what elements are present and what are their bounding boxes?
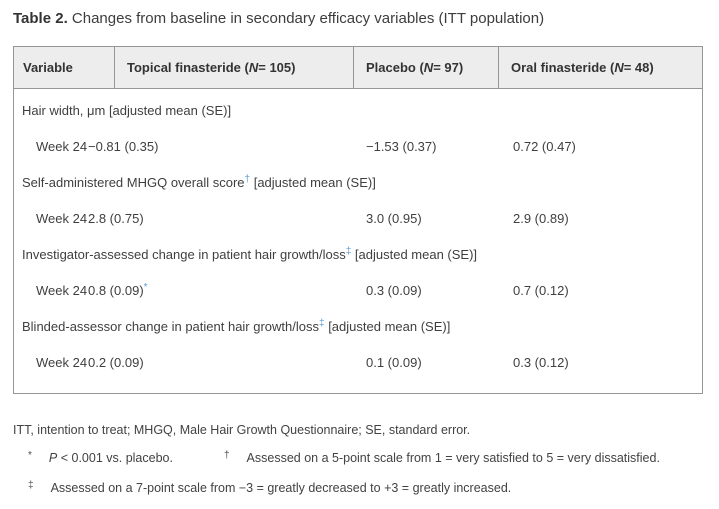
table-footnotes: ITT, intention to treat; MHGQ, Male Hair… xyxy=(13,416,705,504)
section-label-row: Blinded-assessor change in patient hair … xyxy=(14,309,702,345)
table-row: Week 24 0.8 (0.09)* 0.3 (0.09) 0.7 (0.12) xyxy=(14,273,702,309)
section-label-row: Hair width, μm [adjusted mean (SE)] xyxy=(14,93,702,129)
value-cell: 0.3 (0.12) xyxy=(513,355,569,370)
section-label: Blinded-assessor change in patient hair … xyxy=(22,318,451,335)
footnote-marker-link[interactable]: * xyxy=(143,282,148,293)
table-row: Week 24 0.2 (0.09) 0.1 (0.09) 0.3 (0.12) xyxy=(14,345,702,381)
column-header-3: Placebo (N = 97) xyxy=(353,47,498,88)
value-cell: 2.9 (0.89) xyxy=(513,211,569,226)
value-cell: 0.1 (0.09) xyxy=(366,355,422,370)
footnote-marker: † xyxy=(223,450,230,461)
footnote-marker-link[interactable]: ‡ xyxy=(345,246,352,257)
footnote-text: P < 0.001 vs. placebo. xyxy=(48,451,173,465)
value-cell: 2.8 (0.75) xyxy=(88,211,144,226)
column-header-2: Topical finasteride (N = 105) xyxy=(114,47,353,88)
footnote-text: Assessed on a 7-point scale from −3 = gr… xyxy=(50,481,512,495)
footnote-line-1: * P < 0.001 vs. placebo. † Assessed on a 5-… xyxy=(13,444,705,474)
footnote-marker: ‡ xyxy=(28,480,34,491)
value-cell: 0.3 (0.09) xyxy=(366,283,422,298)
data-table: Variable Topical finasteride (N = 105) Pla… xyxy=(13,46,703,394)
footnote: † Assessed on a 5-point scale from 1 = ve… xyxy=(224,450,660,465)
section-label-row: Self-administered MHGQ overall score† [a… xyxy=(14,165,702,201)
footnote-text: Assessed on a 5-point scale from 1 = ver… xyxy=(246,451,660,465)
section-label: Investigator-assessed change in patient … xyxy=(22,246,478,263)
footnote: * P < 0.001 vs. placebo. xyxy=(28,450,173,465)
column-header-1: Variable xyxy=(23,60,73,75)
value-cell: 0.2 (0.09) xyxy=(88,355,144,370)
footnote-marker: * xyxy=(28,450,32,461)
value-cell: −0.81 (0.35) xyxy=(88,139,159,154)
value-cell: −1.53 (0.37) xyxy=(366,139,437,154)
row-variable-label: Week 24 xyxy=(36,355,88,370)
table-caption: Table 2. Changes from baseline in second… xyxy=(13,9,705,28)
value-cell: 0.8 (0.09)* xyxy=(88,282,148,299)
footnote-marker-link[interactable]: † xyxy=(244,174,251,185)
footnote-line-2: ‡ Assessed on a 7-point scale from −3 = g… xyxy=(13,474,705,504)
row-variable-label: Week 24 xyxy=(36,283,88,298)
footnote-marker-link[interactable]: ‡ xyxy=(319,318,325,329)
section-label-row: Investigator-assessed change in patient … xyxy=(14,237,702,273)
table-caption-number: Table 2. xyxy=(13,10,68,27)
footnote: ‡ Assessed on a 7-point scale from −3 = g… xyxy=(28,480,512,495)
section-label: Self-administered MHGQ overall score† [a… xyxy=(22,174,376,191)
table-row: Week 24 −0.81 (0.35) −1.53 (0.37) 0.72 (0.4… xyxy=(14,129,702,165)
value-cell: 0.72 (0.47) xyxy=(513,139,576,154)
article-table-section: Table 2. Changes from baseline in second… xyxy=(13,0,705,504)
row-variable-label: Week 24 xyxy=(36,139,88,154)
value-cell: 0.7 (0.12) xyxy=(513,283,569,298)
table-body: Hair width, μm [adjusted mean (SE)] Week … xyxy=(14,89,702,393)
row-variable-label: Week 24 xyxy=(36,211,88,226)
section-label: Hair width, μm [adjusted mean (SE)] xyxy=(22,103,232,118)
abbreviations-line: ITT, intention to treat; MHGQ, Male Hair… xyxy=(13,423,471,437)
column-header-4: Oral finasteride (N = 48) xyxy=(498,47,702,88)
table-caption-text: Changes from baseline in secondary effic… xyxy=(67,10,545,27)
value-cell: 3.0 (0.95) xyxy=(366,211,422,226)
table-header-row: Variable Topical finasteride (N = 105) Pla… xyxy=(14,47,702,89)
table-row: Week 24 2.8 (0.75) 3.0 (0.95) 2.9 (0.89) xyxy=(14,201,702,237)
